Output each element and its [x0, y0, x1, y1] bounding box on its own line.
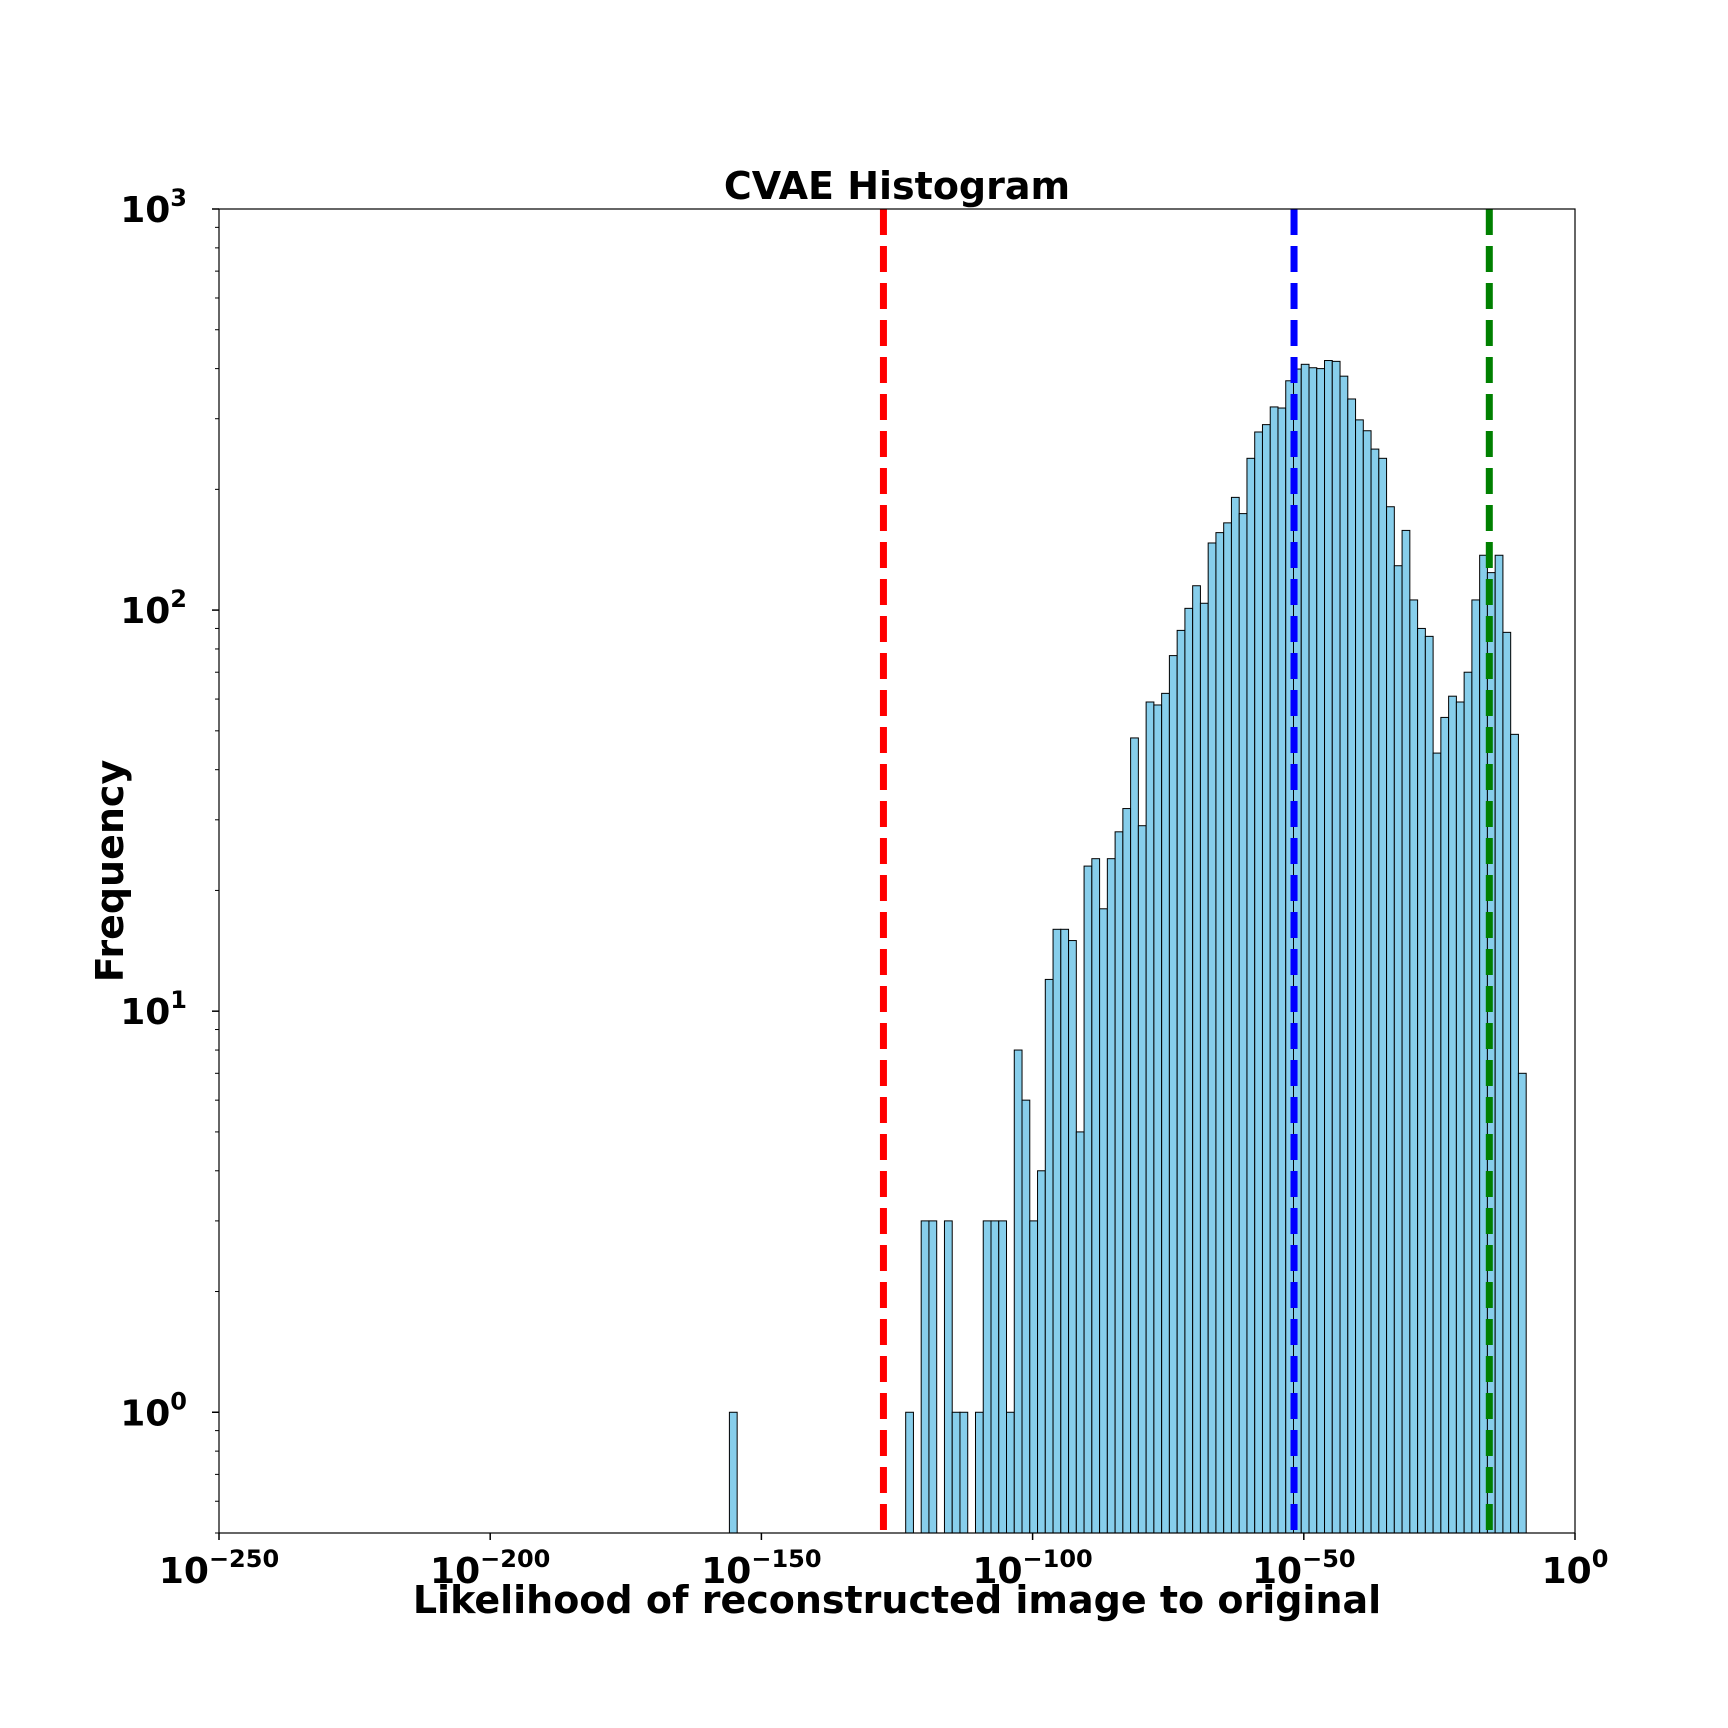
histogram-bar: [1044, 978, 1054, 1534]
histogram-bar: [998, 1220, 1008, 1534]
y-axis-label: Frequency: [88, 760, 132, 983]
histogram-bar: [728, 1411, 738, 1534]
histogram-bar: [1378, 457, 1388, 1534]
histogram-bar: [990, 1220, 1000, 1534]
histogram-bar: [1331, 360, 1341, 1534]
histogram-bar: [1347, 398, 1357, 1534]
histogram-bar: [1355, 419, 1364, 1534]
histogram-bar: [1153, 704, 1163, 1534]
x-axis-ticks: 10−250 10−200 10−150 10−100 10−50 100: [159, 1533, 1609, 1592]
histogram-bar: [1130, 737, 1139, 1534]
histogram-bar: [1060, 928, 1070, 1534]
histogram-bar: [982, 1220, 992, 1534]
histogram-bar: [1207, 542, 1217, 1534]
histogram-bar: [1215, 532, 1225, 1534]
x-tick-label: 10−200: [430, 1545, 550, 1592]
histogram-bar: [1517, 1072, 1527, 1534]
histogram-bar: [1238, 513, 1248, 1534]
histogram-bar: [1494, 554, 1504, 1534]
histogram-bar: [1261, 424, 1271, 1534]
histogram-bar: [1075, 1131, 1085, 1534]
histogram-bar: [1510, 733, 1519, 1534]
plot-frame: [218, 208, 1576, 1534]
histogram-bar: [1386, 506, 1395, 1534]
y-tick-label: 100: [120, 1387, 187, 1434]
y-tick-label: 103: [120, 184, 187, 231]
histogram-bar: [1091, 858, 1101, 1534]
histogram-bar: [1006, 1411, 1015, 1534]
histogram-bar: [1192, 585, 1201, 1534]
histogram-bar: [1486, 572, 1496, 1534]
histogram-bar: [1199, 602, 1209, 1534]
histogram-bar: [974, 1411, 984, 1534]
histogram-bar: [1176, 629, 1186, 1534]
histogram-bar: [1393, 565, 1403, 1534]
histogram-bar: [1161, 692, 1170, 1534]
histogram-bar: [1145, 701, 1155, 1534]
histogram-bar: [1246, 457, 1256, 1534]
histogram-bar: [1463, 671, 1473, 1534]
chart-title: CVAE Histogram: [724, 164, 1070, 208]
histogram-bar: [905, 1411, 914, 1534]
histogram-bar: [1324, 360, 1333, 1534]
histogram-bar: [1122, 808, 1132, 1534]
y-axis-ticks: 100 101 102 103: [120, 184, 219, 1534]
x-axis-label: Likelihood of reconstructed image to ori…: [413, 1578, 1381, 1622]
histogram-bar: [1184, 607, 1194, 1534]
histogram-bar: [1502, 631, 1512, 1534]
histogram-bar: [1401, 529, 1411, 1534]
y-tick-label: 101: [120, 986, 187, 1033]
histogram-bar: [1099, 908, 1108, 1534]
histogram-bar: [951, 1411, 961, 1534]
histogram-bar: [1021, 1099, 1031, 1534]
histogram-bar: [1370, 448, 1380, 1534]
histogram-bar: [1417, 627, 1426, 1534]
histogram-bar: [1455, 701, 1465, 1534]
histogram-bar: [1068, 940, 1077, 1534]
x-tick-label: 10−100: [972, 1545, 1092, 1592]
histogram-bar: [1083, 865, 1093, 1534]
histogram-bar: [1052, 928, 1062, 1534]
histogram-bar: [1316, 368, 1326, 1534]
y-tick-label: 102: [120, 585, 187, 632]
histogram-bar: [1409, 599, 1419, 1534]
histogram-bar: [1029, 1220, 1039, 1534]
histogram-bar: [1230, 496, 1240, 1534]
histogram-bar: [920, 1220, 930, 1534]
histogram-bar: [1432, 752, 1442, 1534]
histogram-bar: [1137, 825, 1147, 1534]
histogram-bar: [1440, 716, 1450, 1534]
histogram-bar: [1269, 406, 1279, 1534]
histogram-bar: [943, 1220, 953, 1534]
histogram-bar: [1339, 375, 1349, 1534]
histogram-bar: [1168, 655, 1178, 1534]
histogram-bar: [959, 1411, 969, 1534]
x-tick-label: 10−250: [159, 1545, 279, 1592]
histogram-bar: [1114, 831, 1124, 1534]
histogram-bar: [1448, 695, 1457, 1534]
histogram-bar: [1277, 407, 1287, 1534]
histogram-bar: [928, 1220, 938, 1534]
histogram-bars: [728, 360, 1527, 1534]
histogram-bar: [1254, 431, 1263, 1534]
histogram-bar: [1223, 522, 1232, 1534]
x-tick-label: 100: [1542, 1545, 1609, 1592]
histogram-bar: [1106, 858, 1116, 1534]
histogram-bar: [1013, 1049, 1023, 1534]
histogram-bar: [1424, 635, 1434, 1534]
histogram-bar: [1300, 363, 1310, 1534]
x-tick-label: 10−50: [1252, 1545, 1356, 1592]
histogram-bar: [1037, 1170, 1046, 1534]
histogram-bar: [1362, 430, 1372, 1534]
x-tick-label: 10−150: [701, 1545, 821, 1592]
histogram-bar: [1471, 599, 1481, 1534]
histogram-bar: [1308, 367, 1318, 1534]
